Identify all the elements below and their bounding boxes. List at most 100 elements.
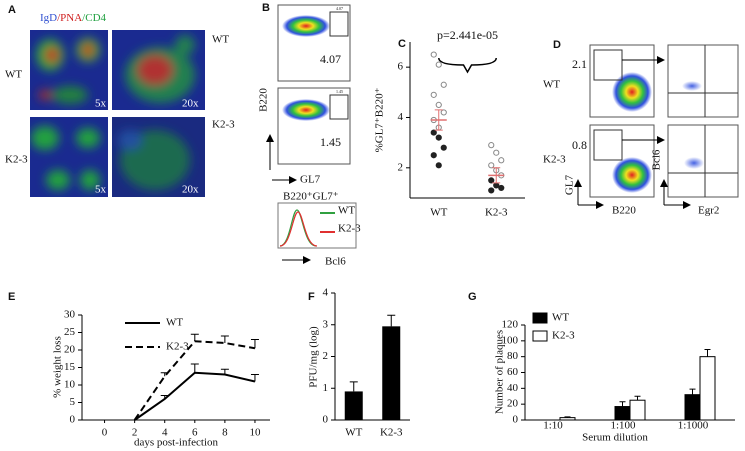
error-bar	[349, 381, 358, 392]
y-tick-label: 0	[513, 414, 519, 426]
x-tick-label: 4	[162, 427, 168, 439]
stain-title: IgD/PNA/CD4	[40, 12, 107, 24]
data-point	[488, 187, 495, 194]
y-tick-label: 20	[64, 344, 76, 356]
y-tick-label: 2	[323, 350, 329, 362]
error-bar	[250, 374, 259, 382]
stain: IgD	[40, 12, 57, 24]
gate-value: 0.8	[572, 138, 587, 152]
y-tick-label: 2	[398, 161, 404, 173]
magnification: 5x	[95, 98, 107, 110]
y-tick-label: 100	[502, 334, 519, 346]
y-tick-label: 30	[64, 309, 76, 321]
data-point	[430, 91, 437, 98]
error-bar	[190, 333, 199, 342]
error-bar	[250, 339, 259, 349]
axis-label: GL7	[564, 174, 576, 195]
hist-title: B220⁺GL7⁺	[283, 191, 339, 203]
legend-swatch	[532, 330, 548, 342]
data-point	[440, 144, 447, 151]
y-tick-label: 1	[323, 382, 329, 394]
legend-label: K2-3	[552, 330, 575, 342]
data-point	[493, 149, 500, 156]
panel-label: G	[468, 291, 477, 303]
x-tick-label: 10	[249, 427, 261, 439]
panel-label: A	[8, 4, 16, 16]
gate-value: 1.45	[320, 135, 341, 149]
y-tick-label: 40	[507, 382, 519, 394]
x-tick-label: 6	[192, 427, 198, 439]
bar	[559, 417, 576, 421]
data-point	[488, 177, 495, 184]
gate-value: 1.45	[336, 89, 343, 94]
axis-label: Bcl6	[651, 149, 663, 170]
y-tick-label: 80	[507, 350, 519, 362]
data-point	[430, 152, 437, 159]
magnification: 20x	[182, 184, 199, 196]
axis-label: GL7	[300, 174, 321, 186]
y-tick-label: 15	[64, 361, 76, 373]
x-tick-label: 2	[132, 427, 138, 439]
error-bar	[160, 395, 169, 399]
data-point	[440, 109, 447, 116]
data-point	[493, 182, 500, 189]
x-tick-label: 1:1000	[678, 420, 709, 432]
row-label: WT	[212, 34, 229, 46]
row-label: K2-3	[212, 119, 235, 131]
y-tick-label: 3	[323, 318, 329, 330]
x-axis-title: Serum dilution	[582, 432, 648, 444]
bar	[614, 406, 631, 421]
bar	[699, 356, 716, 421]
axis-label: Egr2	[698, 205, 719, 217]
gate-value: 2.1	[572, 57, 587, 71]
data-point	[488, 142, 495, 149]
flow-plot	[277, 4, 351, 165]
x-tick-label: WT	[345, 427, 362, 439]
error-bar	[190, 363, 199, 373]
data-point	[498, 157, 505, 164]
data-point	[435, 61, 442, 68]
row-label: WT	[543, 79, 560, 91]
y-axis-title: %GL7⁺B220⁺	[374, 87, 386, 152]
row-label: K2-3	[543, 154, 566, 166]
y-tick-label: 5	[70, 396, 76, 408]
magnification: 20x	[182, 98, 199, 110]
magnification: 5x	[95, 184, 107, 196]
y-tick-label: 25	[64, 326, 76, 338]
legend-swatch	[532, 312, 548, 324]
y-tick-label: 0	[323, 414, 329, 426]
error-bar	[160, 372, 169, 377]
bar	[684, 394, 701, 421]
data-point	[435, 162, 442, 169]
x-tick-label: 1:10	[543, 420, 563, 432]
flow-plot	[589, 44, 739, 198]
y-tick-label: 0	[70, 414, 76, 426]
axis-label: B220	[258, 88, 270, 112]
line	[134, 371, 256, 421]
error-bar	[492, 167, 501, 184]
significance-bracket	[438, 57, 497, 74]
legend-label: WT	[166, 317, 183, 329]
data-point	[498, 184, 505, 192]
y-tick-label: 60	[507, 366, 519, 378]
panel-label: F	[308, 291, 315, 303]
row-label: K2-3	[5, 154, 28, 166]
legend-label: WT	[552, 312, 569, 324]
panel-label: E	[8, 291, 15, 303]
bar	[382, 326, 401, 420]
y-tick-label: 4	[398, 111, 404, 123]
data-point	[435, 134, 442, 141]
y-axis-title: PFU/mg (log)	[308, 326, 320, 388]
y-tick-label: 6	[398, 61, 404, 73]
error-bar	[387, 314, 396, 327]
gate-value: 4.07	[336, 6, 343, 11]
y-tick-label: 10	[64, 379, 76, 391]
gate-value: 4.07	[320, 52, 341, 66]
error-bar	[619, 401, 626, 407]
x-tick-label: 8	[222, 427, 228, 439]
error-bar	[689, 388, 696, 395]
y-tick-label: 120	[502, 319, 519, 331]
error-bar	[434, 109, 443, 131]
y-axis-title: Number of plaques	[494, 330, 506, 414]
bar	[629, 399, 646, 421]
